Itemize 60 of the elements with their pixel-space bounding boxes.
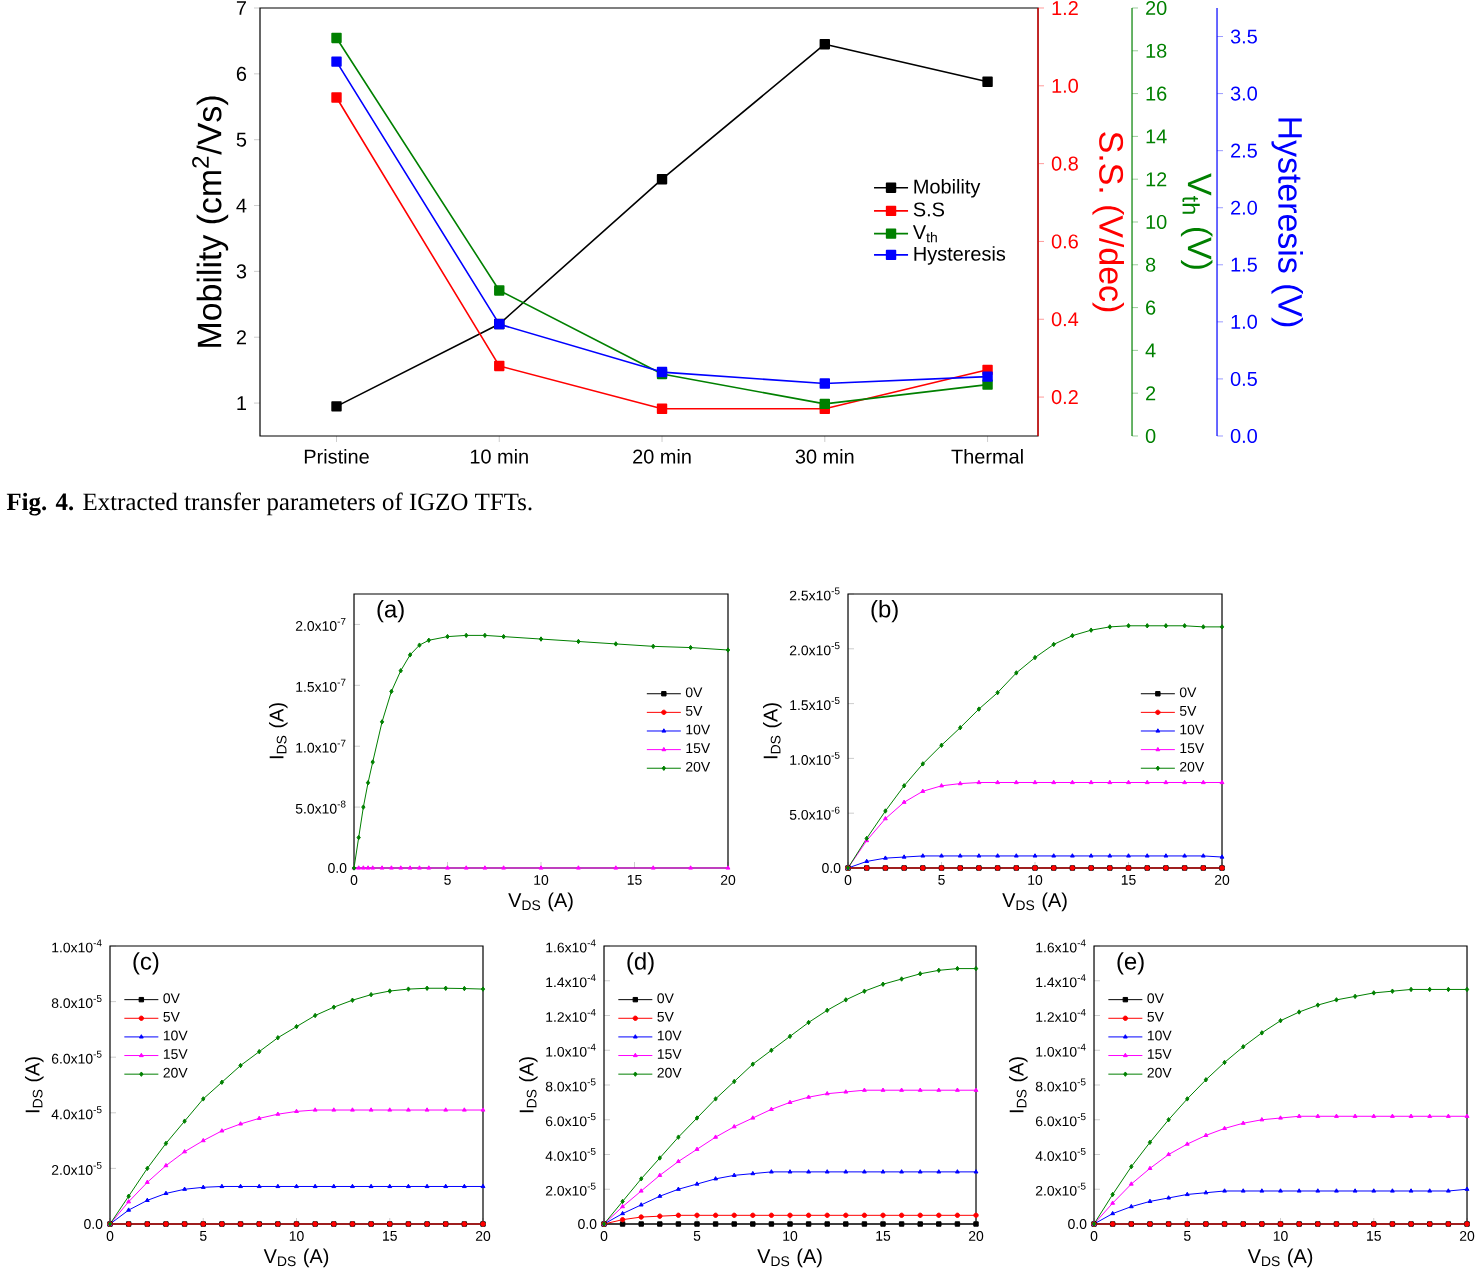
y-tick-label: 2.5 [1231, 143, 1257, 158]
legend-label: V$_{th}$ [912, 225, 937, 243]
y3-tick-label: 6 [1146, 300, 1156, 315]
y-tick-label: 7 [236, 1, 246, 15]
y3-tick-label: 16 [1146, 86, 1167, 101]
chart-title: (e) [1117, 952, 1144, 975]
y-tick-label: 0.0 [1230, 428, 1257, 444]
chart-title: (b) [871, 600, 898, 623]
y3-tick-label: 14 [1146, 129, 1167, 144]
x-axis-title: V$_{DS}$ (A) [508, 892, 573, 912]
y-tick-label: 3.0 [1230, 86, 1257, 101]
y-axis-title: I$_{DS}$ (A) [268, 703, 288, 759]
y2-axis-title: S.S. (V/dec) [1092, 132, 1124, 312]
y3-tick-label: 2 [1146, 386, 1156, 401]
y3-tick-label: 4 [1145, 343, 1156, 358]
y2-tick-label: 0.2 [1051, 390, 1078, 405]
y-tick-label: 2 [236, 330, 246, 345]
x-tick-label: Pristine [304, 449, 369, 464]
y-tick-label: 1.0 [1231, 314, 1257, 329]
y-tick-label: 6 [236, 66, 247, 81]
y2-tick-label: 0.8 [1051, 156, 1078, 171]
x-axis-title: V$_{DS}$ (A) [1247, 1248, 1313, 1268]
y-tick-label: 3 [236, 264, 247, 279]
x-axis-title: V$_{DS}$ (A) [757, 1248, 822, 1268]
y-axis-title: I$_{DS}$ (A) [24, 1057, 44, 1113]
x-tick-label: 30 min [795, 449, 854, 464]
y-tick-label: 1.5 [1231, 257, 1257, 272]
x-axis-title: V$_{DS}$ (A) [263, 1248, 329, 1268]
y3-tick-label: 0 [1145, 428, 1156, 444]
legend-label: S.S [913, 202, 945, 217]
y3-tick-label: 12 [1146, 172, 1167, 187]
y-tick-label: 5 [236, 132, 247, 147]
y3-tick-label: 10 [1146, 214, 1167, 230]
y-tick-label: 1 [237, 396, 247, 410]
y3-tick-label: 20 [1146, 0, 1167, 16]
y-axis-title: Hysteresis (V) [1271, 118, 1303, 327]
y-axis-title: I$_{DS}$ (A) [1009, 1057, 1028, 1113]
y2-tick-label: 0.6 [1051, 234, 1078, 249]
y-tick-label: 3.5 [1230, 29, 1257, 44]
chart-title: (c) [133, 952, 159, 975]
y-axis-title: I$_{DS}$ (A) [518, 1057, 538, 1113]
x-tick-label: 20 min [633, 449, 691, 464]
y-tick-label: 0.5 [1230, 371, 1257, 386]
text: Fig. 4. Extracted transfer parameters of IGZO TFTs. [6, 492, 532, 516]
y-axis-title: Mobility (cm$^{2}$/Vs) [192, 96, 229, 347]
legend-label: Mobility [914, 179, 981, 198]
y-axis-title: I$_{DS}$ (A) [762, 703, 782, 759]
x-tick-label: 10 min [470, 449, 528, 464]
y-tick-label: 4 [236, 198, 247, 213]
x-axis-title: V$_{DS}$ (A) [1002, 892, 1067, 912]
chart-title: (d) [627, 952, 654, 975]
x-tick-label: Thermal [951, 449, 1023, 464]
y2-tick-label: 0.4 [1051, 312, 1079, 327]
y3-tick-label: 18 [1146, 43, 1167, 58]
y3-axis-title: V$_{th}$ (V) [1180, 173, 1213, 269]
y-tick-label: 2.0 [1231, 200, 1257, 215]
chart-title: (a) [377, 600, 404, 623]
y2-tick-label: 1.2 [1052, 1, 1078, 15]
legend-label: Hysteresis [914, 246, 1006, 265]
y3-tick-label: 8 [1145, 257, 1156, 272]
